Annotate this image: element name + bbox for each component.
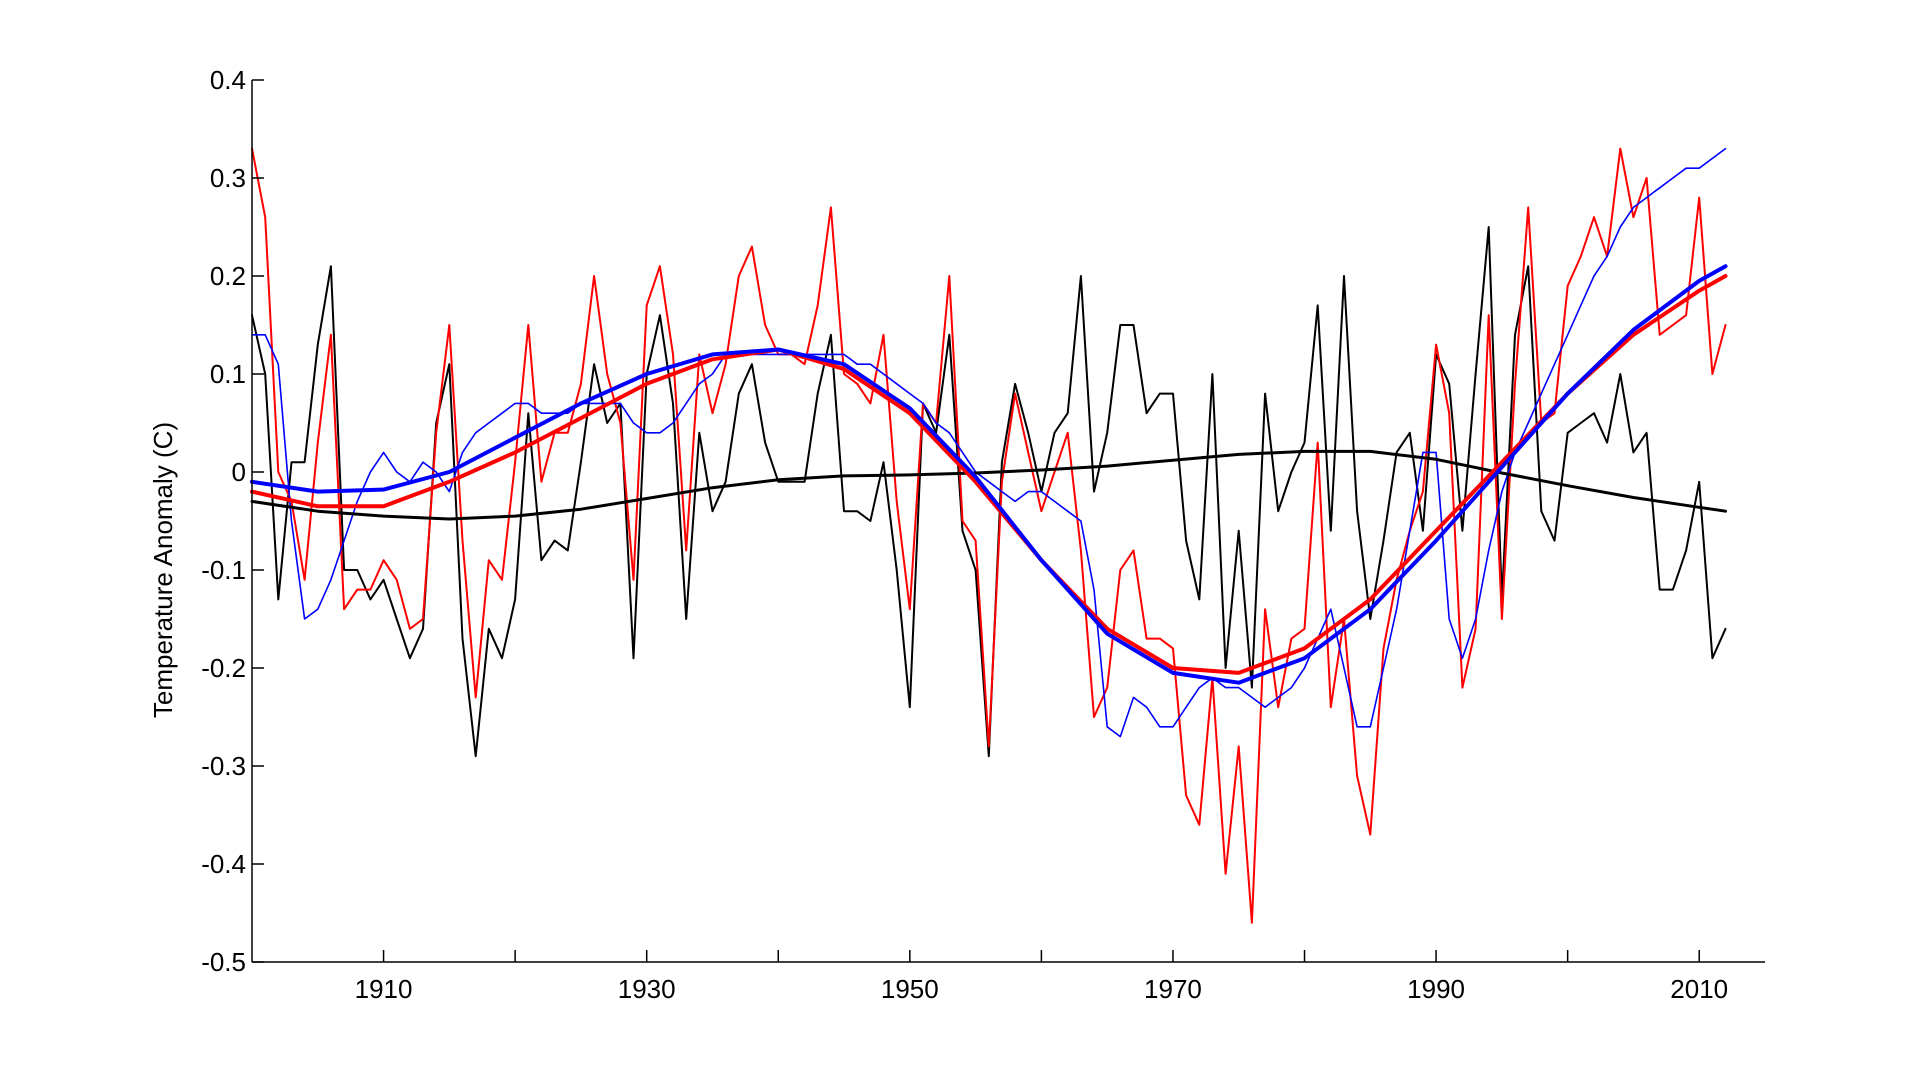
- y-tick-label: 0.3: [210, 163, 246, 193]
- x-tick-label: 1990: [1407, 974, 1465, 1004]
- y-tick-label: -0.1: [201, 555, 246, 585]
- series-blue-smooth-thin: [251, 147, 1727, 738]
- y-tick-label: 0.1: [210, 359, 246, 389]
- y-tick-label: -0.4: [201, 849, 246, 879]
- x-tick-label: 1910: [355, 974, 413, 1004]
- series-black-fit: [250, 449, 1727, 521]
- x-tick-label: 1950: [881, 974, 939, 1004]
- y-tick-label: -0.5: [201, 947, 246, 977]
- plot-lines: [250, 147, 1728, 924]
- series-red-annual: [251, 147, 1727, 924]
- y-tick-label: 0: [232, 457, 246, 487]
- tick-labels: -0.5 -0.4 -0.3 -0.2 -0.1 0 0.1 0.2 0.3 0.4 1910 193…: [201, 65, 1728, 1004]
- y-tick-label: -0.3: [201, 751, 246, 781]
- y-tick-label: 0.4: [210, 65, 246, 95]
- series-blue-fit: [250, 264, 1728, 685]
- y-tick-label: -0.2: [201, 653, 246, 683]
- series-black-annual: [251, 226, 1727, 758]
- x-tick-label: 1970: [1144, 974, 1202, 1004]
- y-axis-title: Temperature Anomaly (C): [148, 422, 178, 718]
- y-tick-label: 0.2: [210, 261, 246, 291]
- axes: [251, 79, 1765, 963]
- x-tick-label: 2010: [1670, 974, 1728, 1004]
- x-tick-label: 1930: [618, 974, 676, 1004]
